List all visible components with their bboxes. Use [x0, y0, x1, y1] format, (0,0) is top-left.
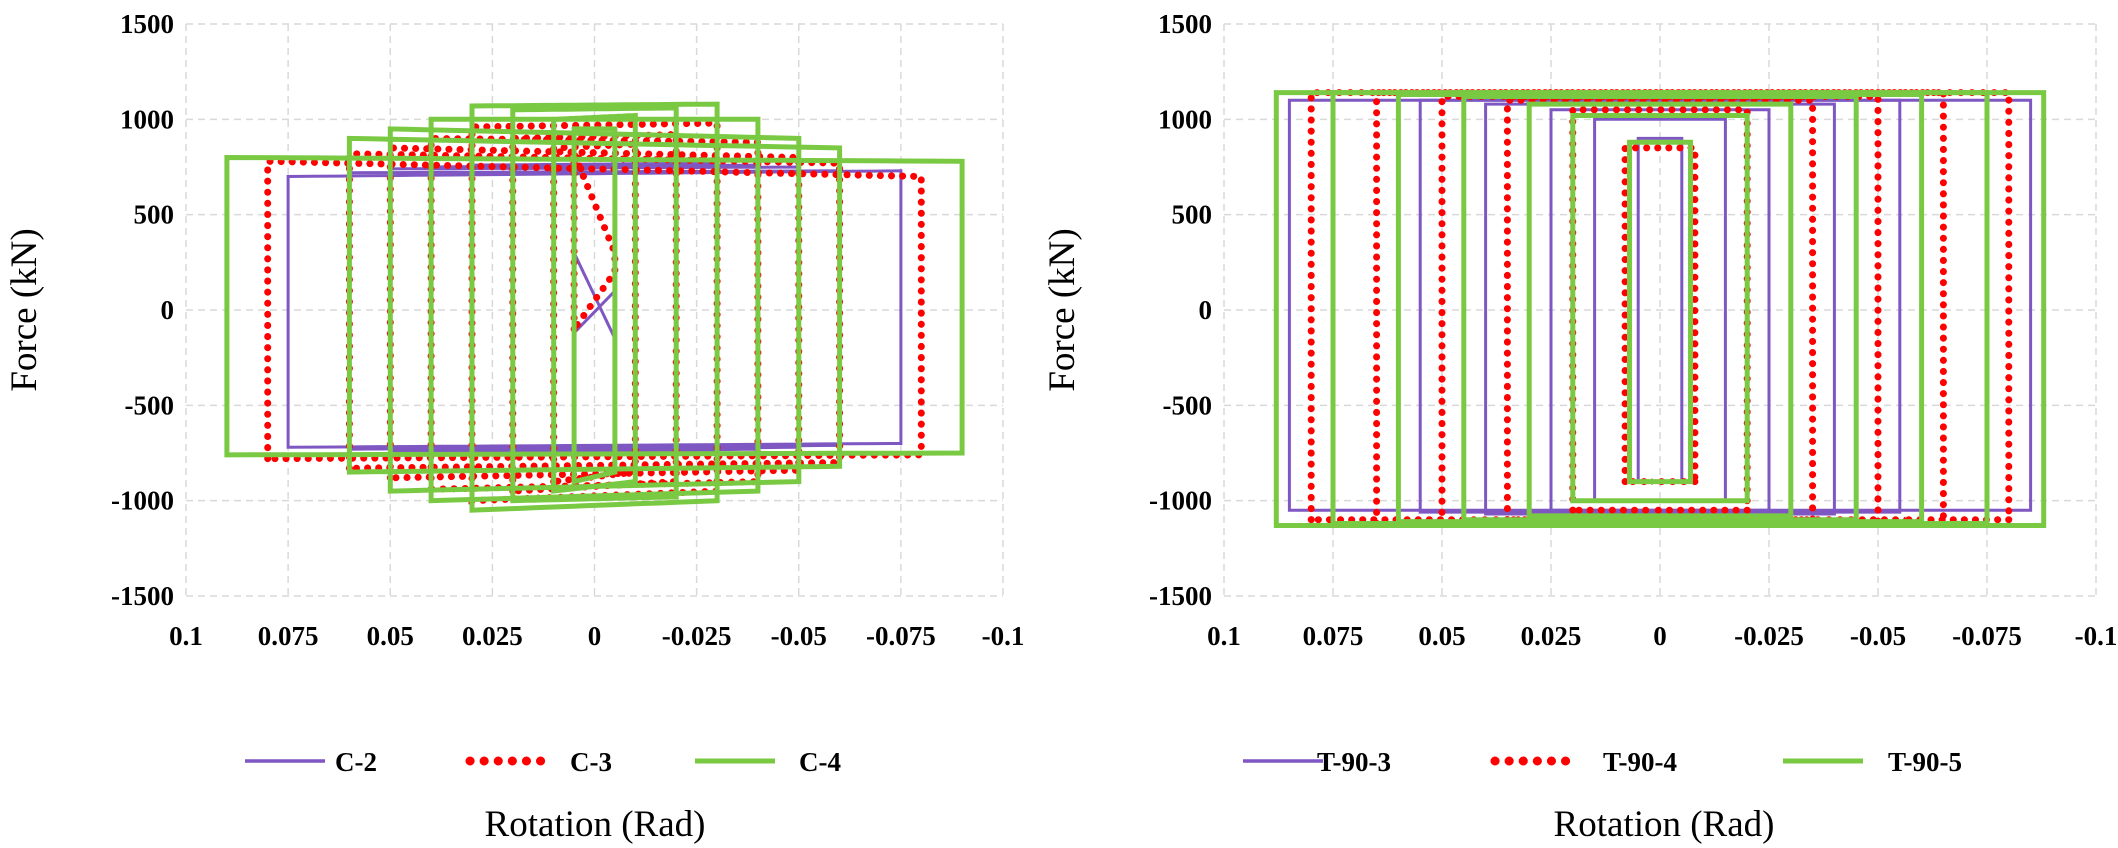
x-axis-title: Rotation (Rad) [1554, 804, 1775, 845]
x-tick-label: -0.075 [1952, 621, 2022, 651]
panel-right: 1500 1000 500 0 -500 -1000 -1500 0.1 0.075 0.05 0.… [1042, 9, 2117, 845]
hysteresis-loop [1484, 102, 1836, 516]
legend-label: T-90-4 [1603, 747, 1677, 777]
x-tick-label: -0.1 [982, 621, 1025, 651]
x-tick-label: -0.05 [771, 621, 827, 651]
y-tick-label: 1500 [1158, 9, 1212, 39]
legend-label: T-90-3 [1317, 747, 1391, 777]
hysteresis-loop [571, 126, 618, 485]
y-tick-label: -500 [125, 390, 175, 420]
x-tick-label: 0.05 [367, 621, 414, 651]
hysteresis-loop [1627, 139, 1693, 485]
hysteresis-loop [1570, 113, 1750, 504]
x-tick-label: -0.025 [1734, 621, 1804, 651]
x-tick-label: -0.1 [2075, 621, 2118, 651]
x-tick-label: 0 [588, 621, 602, 651]
hysteresis-loop [1526, 101, 1794, 519]
x-tick-label: 0.025 [462, 621, 523, 651]
y-tick-label: -1000 [111, 486, 174, 516]
x-tick-label: 0.1 [1207, 621, 1241, 651]
y-tick-label: 0 [1199, 295, 1213, 325]
x-tick-label: -0.05 [1850, 621, 1906, 651]
y-tick-label: -1500 [1149, 581, 1212, 611]
y-axis-title: Force (kN) [4, 228, 45, 391]
y-axis-title: Force (kN) [1042, 228, 1083, 391]
y-tick-label: -500 [1163, 390, 1213, 420]
y-tick-label: 500 [134, 200, 175, 230]
hysteresis-loop [1273, 90, 2047, 528]
x-tick-label: -0.075 [866, 621, 936, 651]
series-C-4 [224, 101, 965, 513]
y-tick-label: 1500 [120, 9, 174, 39]
y-tick-label: 1000 [120, 104, 174, 134]
x-tick-label: 0.025 [1521, 621, 1582, 651]
hysteresis-loop [1503, 96, 1817, 524]
y-tick-label: -1500 [111, 581, 174, 611]
hysteresis-loop [387, 126, 802, 494]
hysteresis-loop [572, 252, 617, 340]
x-tick-label: 0.075 [258, 621, 319, 651]
x-tick-label: 0.05 [1418, 621, 1465, 651]
x-tick-label: -0.025 [662, 621, 732, 651]
x-tick-label: 0.075 [1303, 621, 1364, 651]
x-axis-title: Rotation (Rad) [485, 804, 706, 845]
y-tick-label: 0 [161, 295, 175, 325]
x-tick-label: 0.1 [169, 621, 203, 651]
panel-left: 1500 1000 500 0 -500 -1000 -1500 0.1 0.075 0.05 0.… [4, 9, 1024, 845]
y-tick-label: -1000 [1149, 486, 1212, 516]
y-tick-label: 1000 [1158, 104, 1212, 134]
hysteresis-loop [224, 154, 965, 458]
hysteresis-loop [264, 157, 925, 463]
x-tick-label: 0 [1653, 621, 1667, 651]
legend-label: C-4 [799, 747, 841, 777]
hysteresis-loop [510, 105, 679, 504]
hysteresis-loop [469, 101, 720, 513]
hysteresis-loop [346, 135, 843, 475]
hysteresis-loop [428, 116, 761, 504]
hysteresis-loop [1287, 98, 2033, 512]
legend-label: T-90-5 [1888, 747, 1962, 777]
legend-label: C-2 [335, 747, 377, 777]
series-T-90-5 [1273, 90, 2047, 528]
y-tick-label: 500 [1172, 200, 1213, 230]
hysteresis-loop [1569, 106, 1751, 514]
legend-label: C-3 [570, 747, 612, 777]
hysteresis-loop [570, 152, 619, 341]
